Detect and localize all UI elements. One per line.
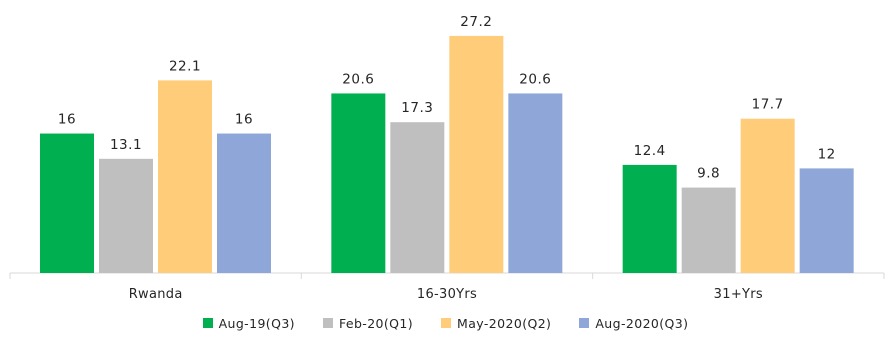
x-tick-label: 31+Yrs (714, 287, 763, 302)
legend-item: Aug-2020(Q3) (579, 316, 688, 331)
legend: Aug-19(Q3) Feb-20(Q1) May-2020(Q2) Aug-2020… (0, 312, 891, 334)
legend-label: May-2020(Q2) (457, 315, 552, 331)
legend-item: Feb-20(Q1) (322, 315, 414, 331)
data-label: 9.8 (697, 166, 720, 182)
data-label: 17.3 (401, 100, 433, 116)
legend-swatch (202, 318, 213, 328)
bar (217, 133, 271, 273)
bar (390, 122, 445, 273)
legend-label: Aug-2020(Q3) (595, 315, 689, 331)
bar (449, 35, 504, 274)
legend-label: Aug-19(Q3) (218, 315, 295, 331)
data-label: 16 (58, 112, 76, 128)
bar (799, 168, 854, 273)
x-tick-label: Rwanda (129, 287, 183, 302)
data-label: 20.6 (519, 71, 551, 87)
bar (99, 158, 153, 273)
legend-swatch (579, 318, 590, 328)
bar (158, 80, 212, 274)
bar (508, 93, 563, 273)
legend-swatch (322, 318, 333, 328)
data-label: 12 (818, 146, 836, 162)
legend-item: May-2020(Q2) (441, 316, 551, 331)
bar (331, 93, 386, 273)
bar (622, 164, 677, 273)
legend-swatch (441, 318, 452, 328)
bar (40, 133, 94, 273)
x-tick-label: 16-30Yrs (417, 287, 477, 302)
bar (740, 118, 795, 273)
bar (681, 187, 736, 273)
legend-item: Aug-19(Q3) (202, 315, 295, 331)
data-label: 17.7 (752, 97, 784, 113)
data-label: 12.4 (634, 143, 666, 159)
legend-label: Feb-20(Q1) (338, 315, 414, 331)
data-label: 16 (235, 112, 253, 128)
data-label: 13.1 (110, 137, 142, 153)
data-label: 27.2 (460, 14, 492, 30)
data-label: 20.6 (342, 71, 374, 87)
data-label: 22.1 (169, 58, 201, 74)
